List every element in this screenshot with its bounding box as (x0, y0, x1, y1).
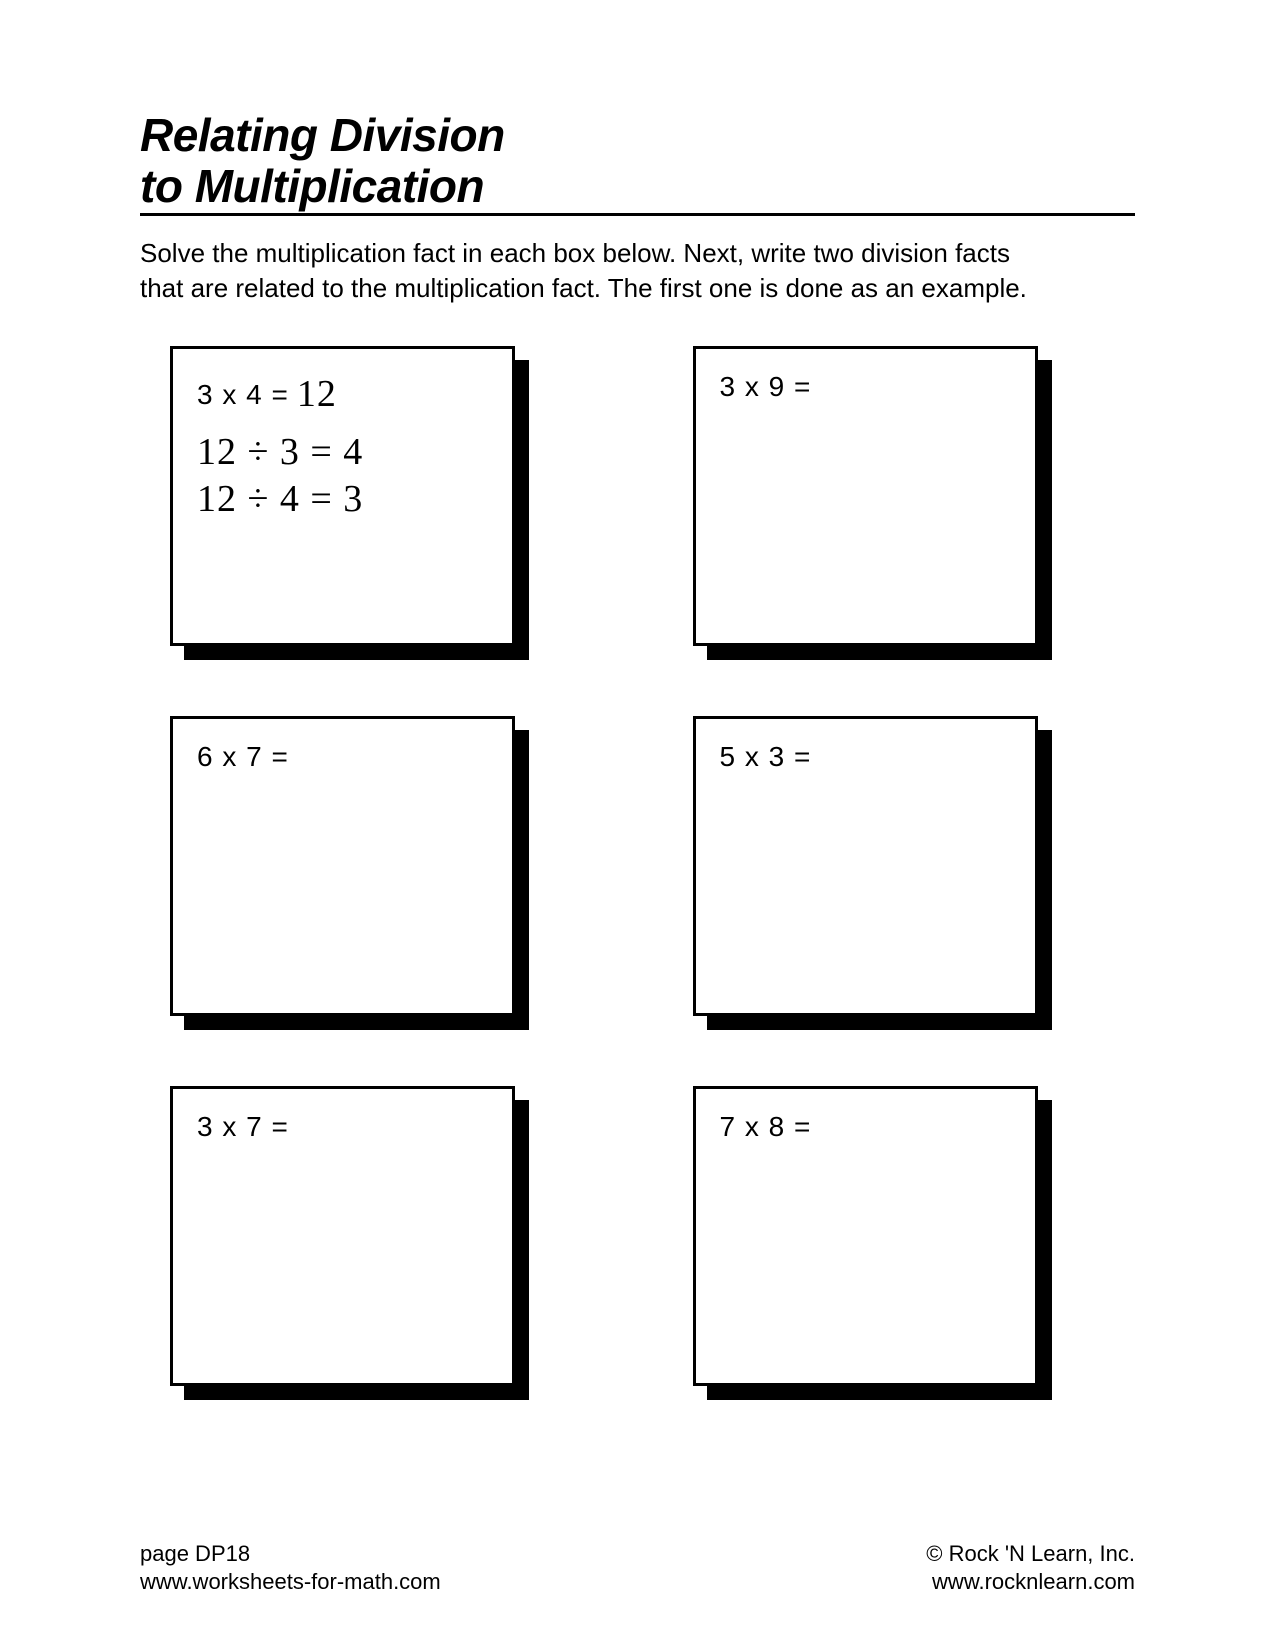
title-line-2-wrap: to Multiplication (140, 161, 1135, 217)
instructions: Solve the multiplication fact in each bo… (140, 236, 1040, 306)
multiplication-prompt: 6 x 7 = (197, 741, 289, 773)
multiplication-prompt: 5 x 3 = (720, 741, 812, 773)
box-card: 5 x 3 = (693, 716, 1038, 1016)
problem-box: 3 x 9 = (693, 346, 1038, 646)
problem-box: 6 x 7 = (170, 716, 515, 1016)
footer-left: page DP18 www.worksheets-for-math.com (140, 1540, 441, 1595)
box-card: 6 x 7 = (170, 716, 515, 1016)
box-card: 3 x 4 = 12 12 ÷ 3 = 4 12 ÷ 4 = 3 (170, 346, 515, 646)
prompt-row: 6 x 7 = (197, 741, 488, 773)
footer: page DP18 www.worksheets-for-math.com © … (140, 1540, 1135, 1595)
footer-left-url: www.worksheets-for-math.com (140, 1568, 441, 1596)
title-line-2: to Multiplication (140, 161, 484, 212)
footer-right: © Rock 'N Learn, Inc. www.rocknlearn.com (926, 1540, 1135, 1595)
prompt-row: 7 x 8 = (720, 1111, 1011, 1143)
page-label: page DP18 (140, 1540, 441, 1568)
box-card: 7 x 8 = (693, 1086, 1038, 1386)
prompt-row: 5 x 3 = (720, 741, 1011, 773)
problem-box: 3 x 4 = 12 12 ÷ 3 = 4 12 ÷ 4 = 3 (170, 346, 515, 646)
problem-grid: 3 x 4 = 12 12 ÷ 3 = 4 12 ÷ 4 = 3 3 x 9 = (140, 346, 1135, 1386)
multiplication-prompt: 3 x 7 = (197, 1111, 289, 1143)
worksheet-page: Relating Division to Multiplication Solv… (0, 0, 1275, 1650)
box-card: 3 x 7 = (170, 1086, 515, 1386)
multiplication-prompt: 3 x 4 = (197, 379, 289, 411)
prompt-row: 3 x 7 = (197, 1111, 488, 1143)
title-line-1: Relating Division (140, 110, 1135, 161)
division-fact-2: 12 ÷ 4 = 3 (197, 476, 488, 524)
footer-right-url: www.rocknlearn.com (926, 1568, 1135, 1596)
handwritten-answer: 12 (297, 371, 337, 419)
handwritten-division-facts: 12 ÷ 3 = 4 12 ÷ 4 = 3 (197, 429, 488, 524)
copyright: © Rock 'N Learn, Inc. (926, 1540, 1135, 1568)
problem-box: 3 x 7 = (170, 1086, 515, 1386)
box-card: 3 x 9 = (693, 346, 1038, 646)
prompt-row: 3 x 4 = 12 (197, 371, 488, 419)
problem-box: 5 x 3 = (693, 716, 1038, 1016)
division-fact-1: 12 ÷ 3 = 4 (197, 429, 488, 477)
problem-box: 7 x 8 = (693, 1086, 1038, 1386)
multiplication-prompt: 3 x 9 = (720, 371, 812, 403)
prompt-row: 3 x 9 = (720, 371, 1011, 403)
title-block: Relating Division to Multiplication (140, 110, 1135, 216)
multiplication-prompt: 7 x 8 = (720, 1111, 812, 1143)
